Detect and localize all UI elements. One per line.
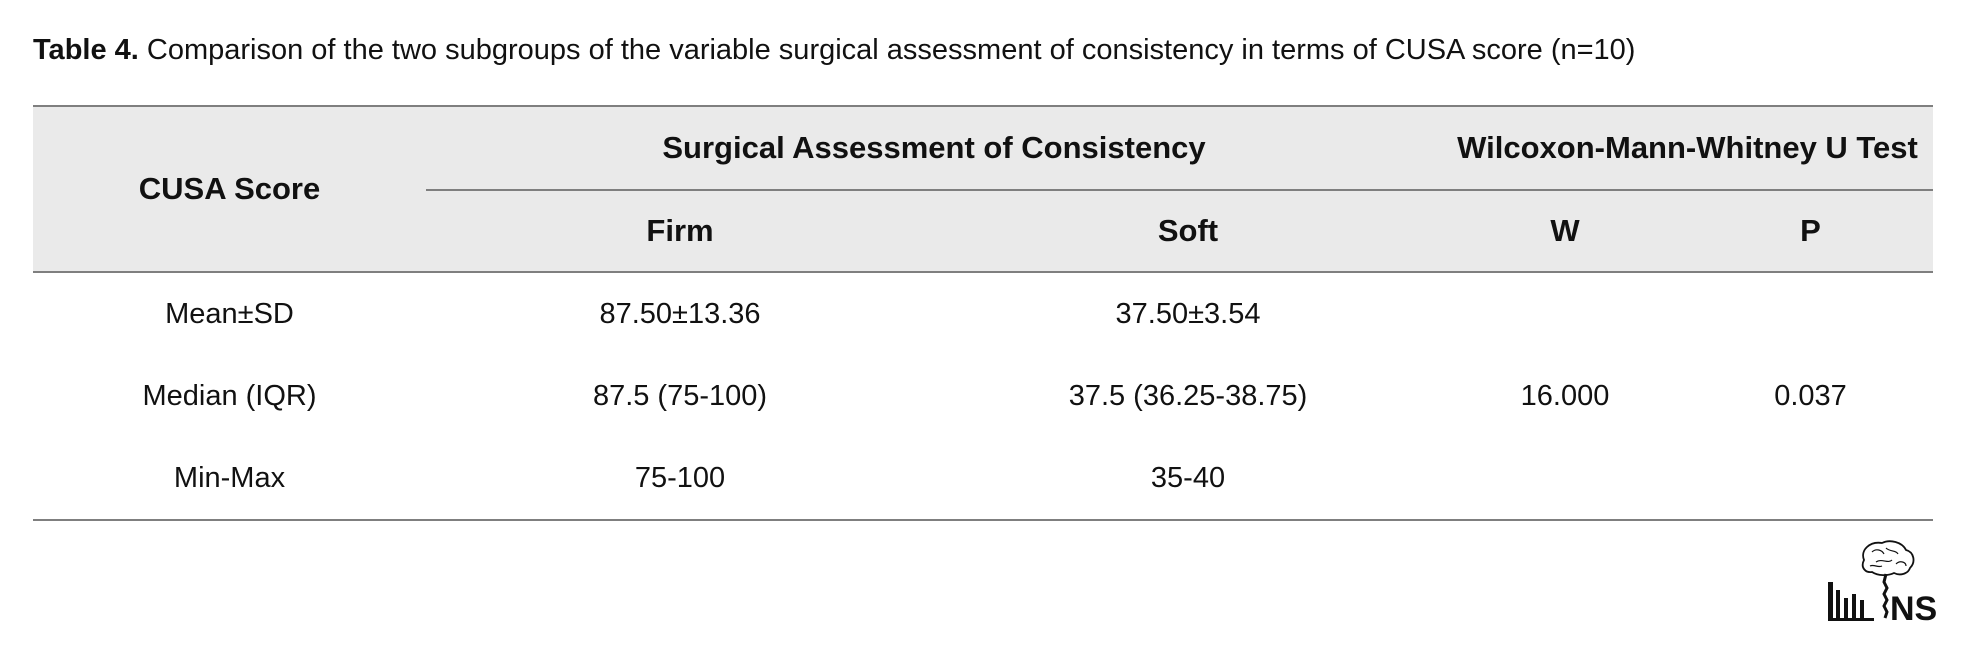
table-row: Min-Max 75-100 35-40 [33, 437, 1934, 521]
row-header-cusa-score: CUSA Score [33, 105, 426, 273]
cell-firm: 75-100 [426, 437, 934, 521]
cell-firm: 87.50±13.36 [599, 297, 761, 330]
results-table-container: CUSA Score Surgical Assessment of Consis… [33, 105, 1934, 521]
cell-p [1688, 437, 1934, 521]
row-label: Median (IQR) [142, 379, 317, 412]
group-header-surgical-assessment: Surgical Assessment of Consistency [426, 105, 1443, 191]
table-body: Mean±SD 87.50±13.36 37.50±3.54 Median (I… [33, 272, 1934, 521]
caption-label: Table 4. [33, 34, 139, 66]
cell-p [1688, 272, 1933, 355]
sub-header-p: P [1688, 190, 1934, 273]
cell-p: 0.037 [1774, 379, 1847, 412]
caption-text: Comparison of the two subgroups of the v… [138, 34, 1636, 66]
cell-w: 16.000 [1520, 379, 1610, 412]
cell-w [1442, 272, 1688, 355]
table-row: Median (IQR) 87.5 (75-100) 37.5 (36.25-3… [33, 355, 1933, 437]
results-table: CUSA Score Surgical Assessment of Consis… [33, 105, 1934, 521]
sub-header-soft: Soft [934, 190, 1443, 273]
cell-soft: 37.50±3.54 [1115, 297, 1261, 330]
cell-soft: 35-40 [934, 437, 1443, 521]
row-label: Mean±SD [165, 297, 294, 330]
row-label: Min-Max [33, 437, 426, 521]
cell-soft: 37.5 (36.25-38.75) [1068, 379, 1308, 412]
journal-logo-icon: NS [1826, 538, 1937, 628]
table-row: Mean±SD 87.50±13.36 37.50±3.54 [33, 272, 1933, 355]
cell-firm: 87.5 (75-100) [592, 379, 768, 412]
table-caption: Table 4. Comparison of the two subgroups… [33, 30, 1635, 70]
group-header-wilcoxon-test: Wilcoxon-Mann-Whitney U Test [1442, 105, 1934, 191]
table-header: CUSA Score Surgical Assessment of Consis… [33, 105, 1934, 273]
logo-text: NS [1890, 590, 1936, 624]
cell-w [1442, 437, 1689, 521]
sub-header-firm: Firm [426, 190, 934, 273]
sub-header-w: W [1442, 190, 1689, 273]
